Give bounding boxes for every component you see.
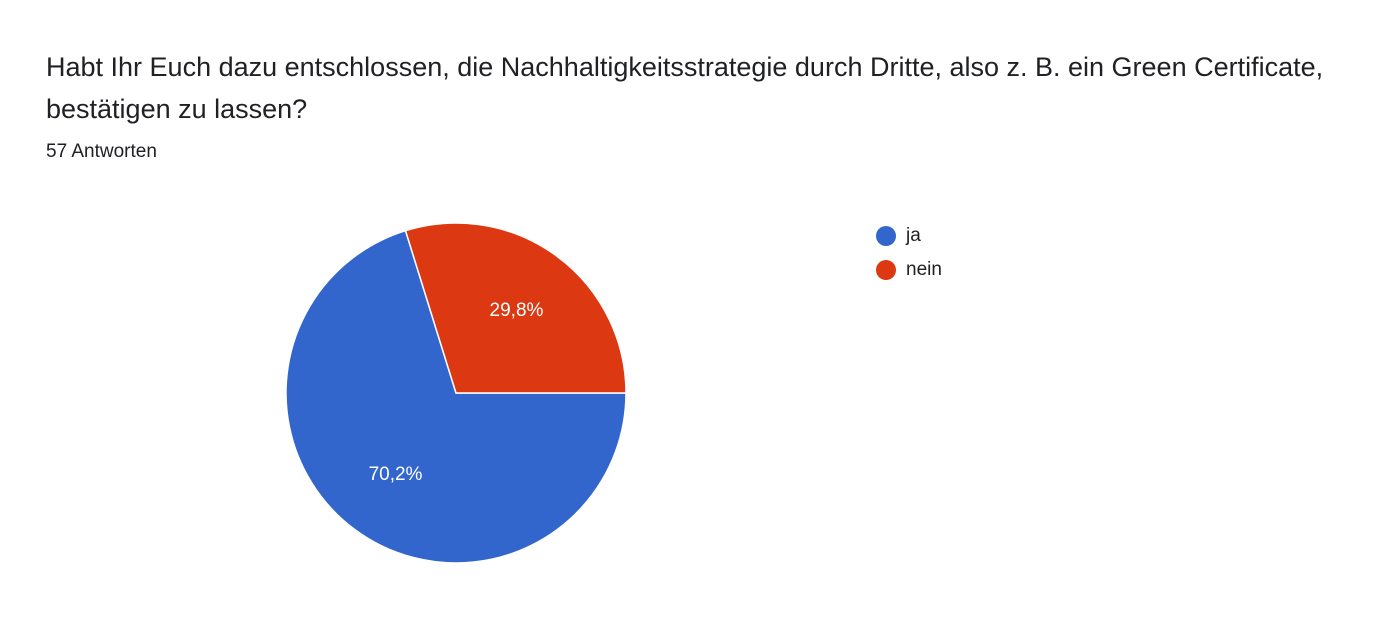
- pie-slice-ja[interactable]: [285, 229, 627, 564]
- response-count: 57 Antworten: [46, 141, 157, 162]
- slice-label-nein: 29,8%: [490, 300, 544, 321]
- slice-label-ja: 70,2%: [369, 464, 423, 485]
- legend: ja nein: [876, 224, 942, 292]
- legend-label-ja: ja: [906, 225, 921, 246]
- chart-title: Habt Ihr Euch dazu entschlossen, die Nac…: [46, 52, 1324, 124]
- legend-swatch-nein: [876, 260, 896, 280]
- legend-item-ja[interactable]: ja: [876, 224, 942, 248]
- legend-item-nein[interactable]: nein: [876, 258, 942, 282]
- pie-slice-nein[interactable]: [404, 222, 627, 394]
- legend-label-nein: nein: [906, 259, 942, 280]
- legend-swatch-ja: [876, 226, 896, 246]
